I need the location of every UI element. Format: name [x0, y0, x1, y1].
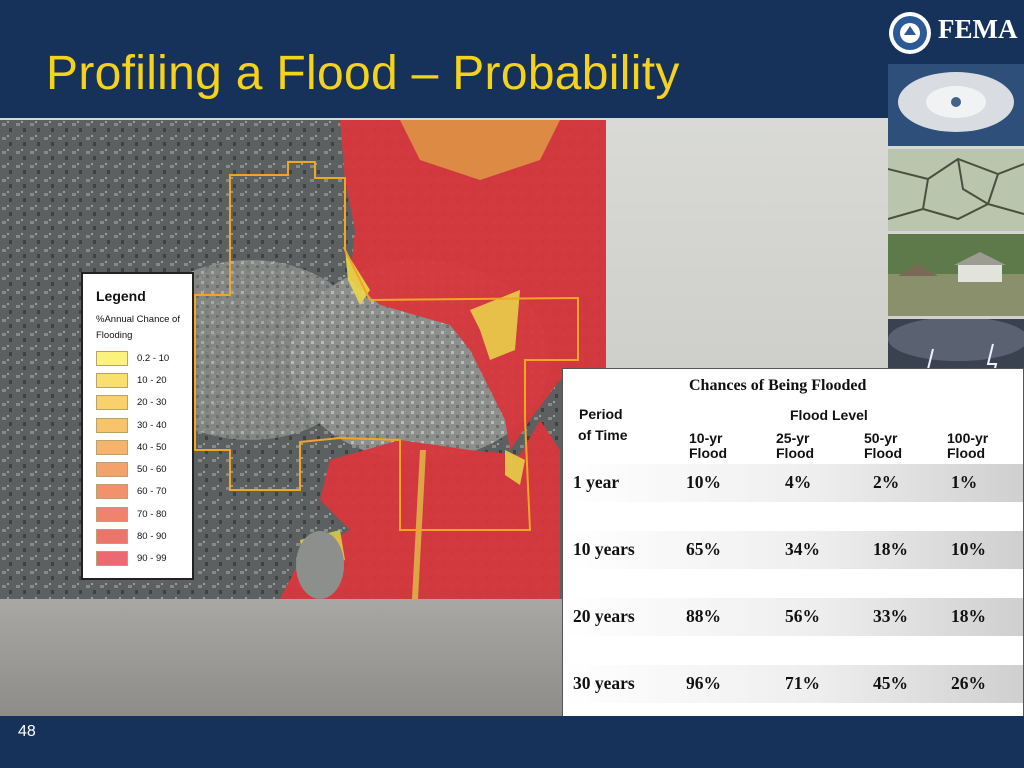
flood-level-header: Flood Level [790, 407, 868, 423]
fema-wordmark: FEMA [938, 14, 1018, 44]
col-header-100yr: 100-yr Flood [947, 430, 989, 461]
legend-swatch [96, 417, 128, 433]
legend-item: 0.2 - 10 [96, 347, 192, 369]
legend-range-label: 80 - 90 [137, 531, 167, 543]
legend-range-label: 70 - 80 [137, 508, 167, 520]
legend-range-label: 20 - 30 [137, 397, 167, 409]
col-header-50yr: 50-yr Flood [864, 430, 903, 461]
legend-item: 10 - 20 [96, 369, 192, 391]
legend-swatch [96, 350, 128, 366]
legend-swatch [96, 529, 128, 545]
legend-item: 30 - 40 [96, 414, 192, 436]
legend-swatch [96, 395, 128, 411]
hurricane-image [888, 64, 1024, 146]
probability-cell: 4% [785, 472, 812, 492]
col-header-10yr: 10-yr Flood [689, 430, 728, 461]
probability-cell: 2% [873, 472, 900, 492]
legend-swatch [96, 551, 128, 567]
map-legend: Legend %Annual Chance of Flooding 0.2 - … [81, 272, 194, 580]
col-header-25yr: 25-yr Flood [776, 430, 815, 461]
legend-range-label: 90 - 99 [137, 553, 167, 565]
theme-thumbnails [888, 64, 1024, 404]
legend-item: 70 - 80 [96, 503, 192, 525]
period-header: Period [579, 406, 623, 422]
table-title: Chances of Being Flooded [689, 377, 867, 394]
period-cell: 1 year [573, 472, 620, 492]
legend-item: 50 - 60 [96, 458, 192, 480]
legend-item: 80 - 90 [96, 525, 192, 547]
legend-range-label: 0.2 - 10 [137, 352, 170, 364]
legend-range-label: 30 - 40 [137, 419, 167, 431]
table-row: 10 years 65% 34% 18% 10% [563, 531, 1023, 569]
period-cell: 20 years [573, 606, 635, 626]
legend-item: 90 - 99 [96, 548, 192, 570]
probability-cell: 26% [951, 673, 986, 693]
legend-title: Legend [96, 288, 146, 304]
table-row: 30 years 96% 71% 45% 26% [563, 665, 1023, 703]
slide-title: Profiling a Flood – Probability [46, 47, 680, 100]
legend-swatch [96, 506, 128, 522]
dry-cracked-earth-image [888, 149, 1024, 231]
fema-logo [889, 12, 931, 54]
table-row: 20 years 88% 56% 33% 18% [563, 598, 1023, 636]
probability-cell: 88% [686, 606, 721, 626]
flooded-house-image [888, 234, 1024, 316]
legend-range-label: 50 - 60 [137, 464, 167, 476]
probability-cell: 56% [785, 606, 820, 626]
probability-cell: 10% [686, 472, 721, 492]
legend-swatch [96, 462, 128, 478]
legend-swatch [96, 372, 128, 388]
slide-header [0, 0, 1024, 118]
legend-range-label: 60 - 70 [137, 486, 167, 498]
flood-chance-table: Chances of Being Flooded Period of Time … [562, 368, 1024, 768]
probability-cell: 33% [873, 606, 908, 626]
probability-cell: 45% [873, 673, 908, 693]
period-cell: 10 years [573, 539, 635, 559]
period-header-line2: of Time [578, 427, 628, 443]
probability-cell: 96% [686, 673, 721, 693]
legend-item: 40 - 50 [96, 436, 192, 458]
slide-footer [0, 716, 1024, 768]
legend-item: 60 - 70 [96, 481, 192, 503]
probability-cell: 18% [873, 539, 908, 559]
legend-swatch [96, 484, 128, 500]
legend-swatch [96, 439, 128, 455]
probability-cell: 71% [785, 673, 820, 693]
slide-number: 48 [18, 723, 36, 740]
period-cell: 30 years [573, 673, 635, 693]
probability-cell: 1% [951, 472, 978, 492]
legend-item: 20 - 30 [96, 392, 192, 414]
legend-range-label: 10 - 20 [137, 374, 167, 386]
probability-cell: 34% [785, 539, 820, 559]
table-row: 1 year 10% 4% 2% 1% [563, 464, 1023, 502]
probability-cell: 65% [686, 539, 721, 559]
legend-subtitle: %Annual Chance of Flooding [96, 314, 180, 341]
legend-range-label: 40 - 50 [137, 441, 167, 453]
probability-cell: 10% [951, 539, 986, 559]
probability-cell: 18% [951, 606, 986, 626]
